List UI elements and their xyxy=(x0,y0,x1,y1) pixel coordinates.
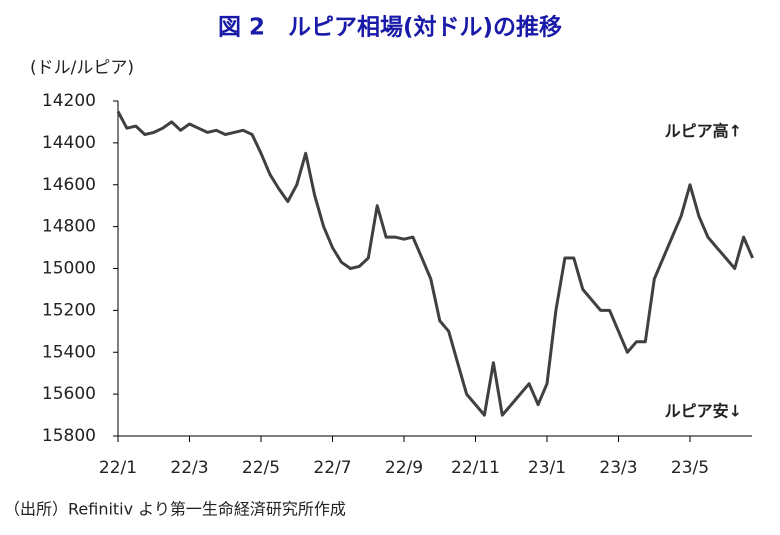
y-axis-label: (ドル/ルピア) xyxy=(30,58,134,78)
x-tick-label: 22/11 xyxy=(451,458,500,478)
series-line xyxy=(116,110,754,417)
y-tick-label: 15200 xyxy=(42,300,96,320)
chart-title: 図 2 ルピア相場(対ドル)の推移 xyxy=(218,15,562,41)
y-tick-label: 15400 xyxy=(42,342,96,362)
x-tick-label: 22/7 xyxy=(313,458,351,478)
y-tick-label: 15800 xyxy=(42,426,96,446)
y-tick-label: 14400 xyxy=(42,133,96,153)
annotation: ルピア安↓ xyxy=(665,402,742,421)
source-note: （出所）Refinitiv より第一生命経済研究所作成 xyxy=(4,500,346,519)
x-tick-label: 22/3 xyxy=(170,458,208,478)
x-tick-label: 23/3 xyxy=(599,458,637,478)
x-tick-label: 23/1 xyxy=(528,458,566,478)
x-tick-label: 23/5 xyxy=(671,458,709,478)
y-tick-label: 15600 xyxy=(42,384,96,404)
annotation: ルピア高↑ xyxy=(665,122,742,141)
y-tick-label: 14600 xyxy=(42,175,96,195)
x-tick-label: 22/5 xyxy=(242,458,280,478)
y-tick-label: 15000 xyxy=(42,259,96,279)
x-tick-label: 22/1 xyxy=(99,458,137,478)
y-tick-label: 14200 xyxy=(42,91,96,111)
x-tick-label: 22/9 xyxy=(385,458,423,478)
y-tick-label: 14800 xyxy=(42,217,96,237)
